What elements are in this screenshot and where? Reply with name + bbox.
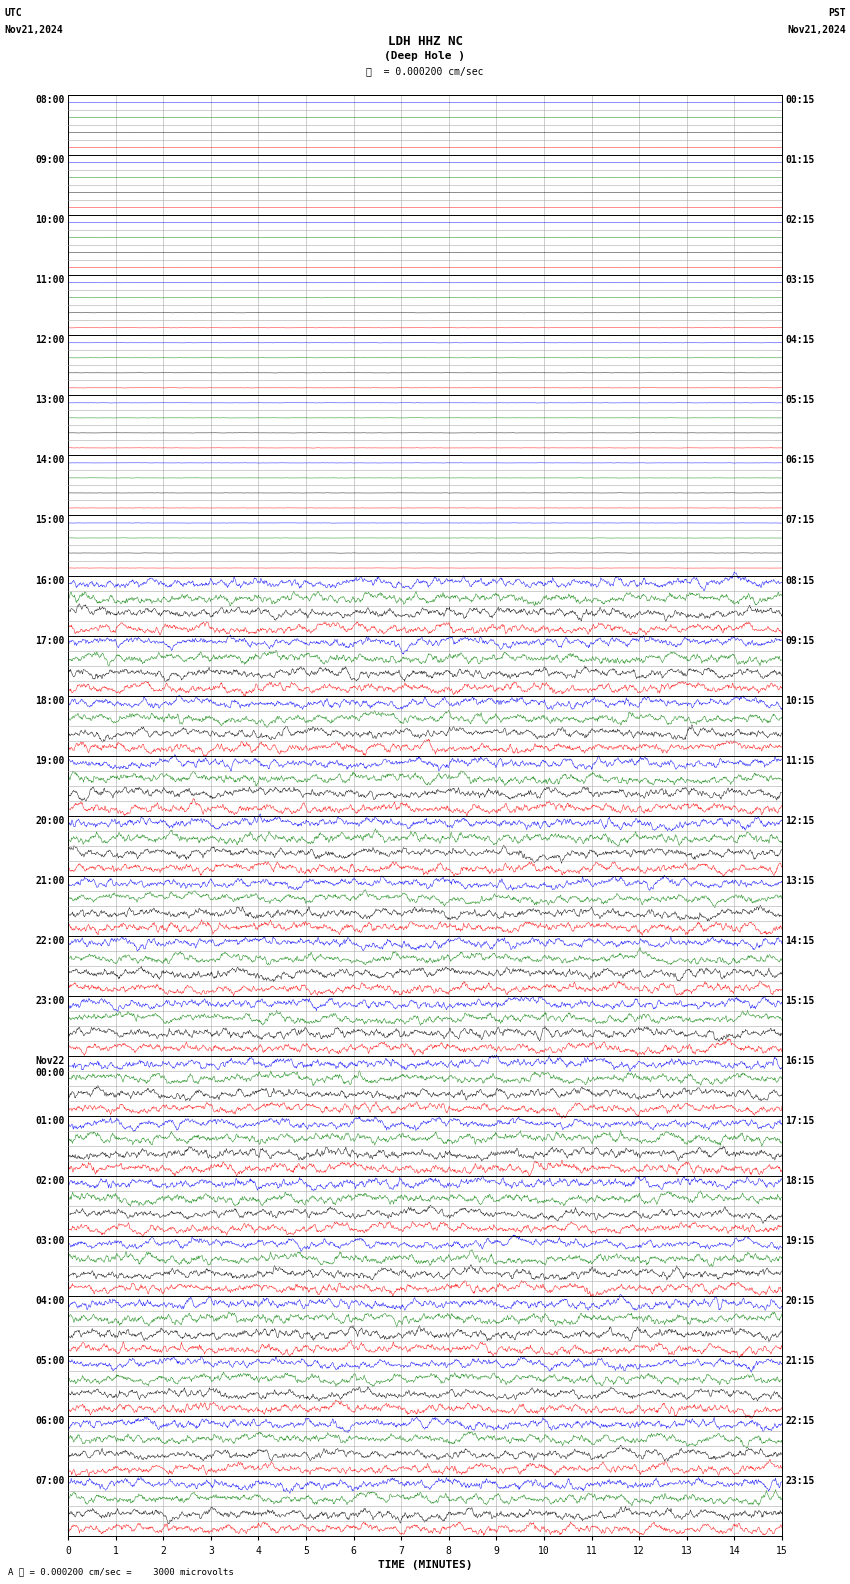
Text: UTC: UTC bbox=[4, 8, 22, 17]
Text: ⎹  = 0.000200 cm/sec: ⎹ = 0.000200 cm/sec bbox=[366, 67, 484, 76]
Text: 19:00: 19:00 bbox=[35, 756, 65, 765]
Text: 17:15: 17:15 bbox=[785, 1117, 815, 1126]
Text: 13:15: 13:15 bbox=[785, 876, 815, 885]
Text: 06:00: 06:00 bbox=[35, 1416, 65, 1426]
Text: 02:15: 02:15 bbox=[785, 215, 815, 225]
Text: 23:00: 23:00 bbox=[35, 996, 65, 1006]
Text: 06:15: 06:15 bbox=[785, 456, 815, 466]
Text: 10:00: 10:00 bbox=[35, 215, 65, 225]
Text: 10:15: 10:15 bbox=[785, 695, 815, 705]
Text: 22:00: 22:00 bbox=[35, 936, 65, 946]
Text: 20:15: 20:15 bbox=[785, 1296, 815, 1307]
Text: 23:15: 23:15 bbox=[785, 1476, 815, 1486]
Text: 18:00: 18:00 bbox=[35, 695, 65, 705]
Text: 04:00: 04:00 bbox=[35, 1296, 65, 1307]
Text: 21:00: 21:00 bbox=[35, 876, 65, 885]
Text: Nov21,2024: Nov21,2024 bbox=[4, 25, 63, 35]
Text: 09:15: 09:15 bbox=[785, 635, 815, 646]
Text: 05:00: 05:00 bbox=[35, 1356, 65, 1367]
Text: 14:00: 14:00 bbox=[35, 456, 65, 466]
Text: Nov21,2024: Nov21,2024 bbox=[787, 25, 846, 35]
Text: (Deep Hole ): (Deep Hole ) bbox=[384, 51, 466, 60]
Text: 12:15: 12:15 bbox=[785, 816, 815, 825]
Text: 08:15: 08:15 bbox=[785, 575, 815, 586]
X-axis label: TIME (MINUTES): TIME (MINUTES) bbox=[377, 1560, 473, 1570]
Text: 15:15: 15:15 bbox=[785, 996, 815, 1006]
Text: 12:00: 12:00 bbox=[35, 336, 65, 345]
Text: 16:00: 16:00 bbox=[35, 575, 65, 586]
Text: 05:15: 05:15 bbox=[785, 396, 815, 406]
Text: 07:00: 07:00 bbox=[35, 1476, 65, 1486]
Text: 08:00: 08:00 bbox=[35, 95, 65, 105]
Text: 13:00: 13:00 bbox=[35, 396, 65, 406]
Text: 07:15: 07:15 bbox=[785, 515, 815, 526]
Text: Nov22
00:00: Nov22 00:00 bbox=[35, 1057, 65, 1077]
Text: 00:15: 00:15 bbox=[785, 95, 815, 105]
Text: 18:15: 18:15 bbox=[785, 1175, 815, 1186]
Text: A ⎹ = 0.000200 cm/sec =    3000 microvolts: A ⎹ = 0.000200 cm/sec = 3000 microvolts bbox=[8, 1567, 235, 1576]
Text: 14:15: 14:15 bbox=[785, 936, 815, 946]
Text: 01:00: 01:00 bbox=[35, 1117, 65, 1126]
Text: 09:00: 09:00 bbox=[35, 155, 65, 165]
Text: 16:15: 16:15 bbox=[785, 1057, 815, 1066]
Text: 02:00: 02:00 bbox=[35, 1175, 65, 1186]
Text: 11:00: 11:00 bbox=[35, 276, 65, 285]
Text: 01:15: 01:15 bbox=[785, 155, 815, 165]
Text: 17:00: 17:00 bbox=[35, 635, 65, 646]
Text: 11:15: 11:15 bbox=[785, 756, 815, 765]
Text: 20:00: 20:00 bbox=[35, 816, 65, 825]
Text: 15:00: 15:00 bbox=[35, 515, 65, 526]
Text: 03:15: 03:15 bbox=[785, 276, 815, 285]
Text: PST: PST bbox=[828, 8, 846, 17]
Text: 19:15: 19:15 bbox=[785, 1236, 815, 1247]
Text: 21:15: 21:15 bbox=[785, 1356, 815, 1367]
Text: 03:00: 03:00 bbox=[35, 1236, 65, 1247]
Text: 04:15: 04:15 bbox=[785, 336, 815, 345]
Text: 22:15: 22:15 bbox=[785, 1416, 815, 1426]
Text: LDH HHZ NC: LDH HHZ NC bbox=[388, 35, 462, 48]
